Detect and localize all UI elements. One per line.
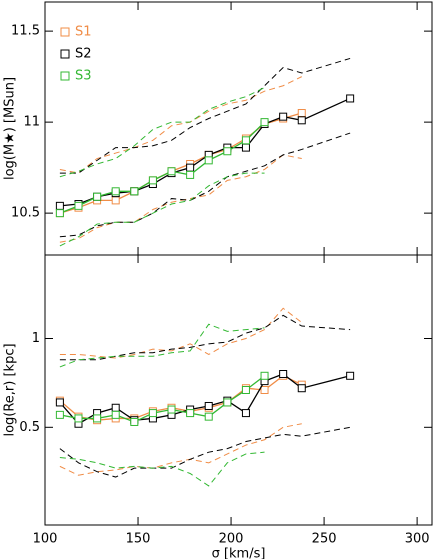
y-axis-label: log(M★) [MSun] [3,77,18,180]
data-point [111,187,120,196]
data-point [223,398,232,407]
envelope-line [59,307,303,359]
y-tick-label: 11 [23,115,40,130]
data-point [241,386,250,394]
y-tick-label: 10.5 [11,206,40,221]
data-point [148,176,157,185]
x-tick-label: 150 [126,532,151,547]
plot-frame [44,1,433,256]
y-tick-label: 0.5 [19,420,40,435]
legend-label: S1 [75,25,92,40]
data-point [74,201,83,210]
envelope-line [59,323,265,368]
data-point [186,409,195,418]
data-point [130,417,139,426]
data-point [167,167,176,176]
data-point [111,410,120,419]
data-point [204,156,213,165]
data-point [111,196,120,205]
data-point [223,147,232,156]
data-point [279,112,288,121]
series-line [59,121,266,214]
legend-marker [60,71,70,81]
data-point [204,401,213,410]
x-tick-label: 200 [219,532,244,547]
x-tick-label: 100 [33,532,58,547]
data-point [260,371,269,380]
data-point [186,170,195,179]
envelope-line [59,451,265,487]
series-line [59,375,265,423]
data-point [241,143,250,152]
envelope-line [59,314,351,361]
envelope-line [59,172,265,247]
data-point [241,409,250,418]
legend-marker [60,27,70,37]
legend-marker [60,49,70,59]
legend-label: S2 [75,47,92,62]
data-point [297,116,306,125]
data-point [241,136,250,145]
plot-frame [44,254,433,526]
x-axis-label: σ [km/s] [212,547,266,559]
data-point [55,201,64,210]
x-tick-label: 300 [405,532,430,547]
data-point [74,414,83,423]
data-point [93,414,102,423]
legend-label: S3 [75,69,92,84]
data-point [93,192,102,201]
envelope-line [59,87,265,178]
data-point [260,386,269,394]
data-point [55,209,64,218]
data-point [130,187,139,196]
data-point [346,371,355,380]
data-point [148,409,157,418]
y-tick-label: 1 [32,331,40,346]
envelope-line [59,426,351,478]
envelope-line [59,76,302,174]
y-tick-label: 11.5 [11,24,40,39]
data-point [55,410,64,419]
y-axis-label: log(Re,r) [kpc] [3,343,18,436]
data-point [204,412,213,421]
envelope-line [59,423,302,476]
x-tick-label: 250 [312,532,337,547]
data-point [186,163,195,172]
data-point [279,370,288,379]
data-point [167,405,176,414]
data-point [297,384,306,393]
data-point [297,109,306,118]
envelope-line [59,154,302,243]
data-point [111,403,120,412]
envelope-line [59,57,351,174]
data-point [346,94,355,103]
data-point [260,118,269,127]
envelope-line [59,132,351,238]
data-point [55,398,64,407]
